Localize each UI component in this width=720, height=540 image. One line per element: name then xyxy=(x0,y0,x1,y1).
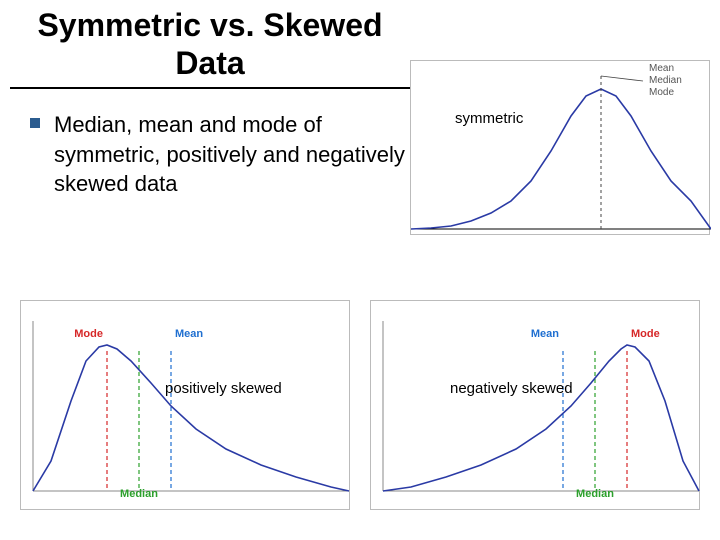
positive-skew-chart: Mode Mean Median xyxy=(20,300,350,510)
title-underline xyxy=(10,87,410,89)
title-line-1: Symmetric vs. Skewed xyxy=(37,7,382,43)
marker-label-mean: Mean xyxy=(175,328,203,340)
skew-svg: Mean Mode Median xyxy=(371,301,701,511)
bullet-body-text: Median, mean and mode of symmetric, posi… xyxy=(54,110,410,199)
bullet-item: Median, mean and mode of symmetric, posi… xyxy=(30,110,410,199)
marker-label-mode: Mode xyxy=(631,328,660,340)
negative-skew-label: negatively skewed xyxy=(450,380,573,397)
marker-label-mean: Mean xyxy=(531,328,559,340)
legend-pointer-line xyxy=(601,76,643,81)
legend-item: Mean xyxy=(649,63,674,74)
marker-label-median: Median xyxy=(120,488,158,500)
symmetric-chart: MeanMedianMode xyxy=(410,60,710,235)
legend-item: Median xyxy=(649,75,682,86)
negative-skew-chart: Mean Mode Median xyxy=(370,300,700,510)
skew-svg: Mode Mean Median xyxy=(21,301,351,511)
marker-label-mode: Mode xyxy=(74,328,103,340)
symmetric-svg: MeanMedianMode xyxy=(411,61,711,236)
bullet-marker-icon xyxy=(30,118,40,128)
distribution-curve xyxy=(383,345,699,491)
title-line-2: Data xyxy=(175,45,244,81)
symmetric-label: symmetric xyxy=(455,110,523,127)
legend-item: Mode xyxy=(649,87,674,98)
distribution-curve xyxy=(33,345,349,491)
slide-title: Symmetric vs. Skewed Data xyxy=(10,6,410,83)
positive-skew-label: positively skewed xyxy=(165,380,282,397)
slide-title-block: Symmetric vs. Skewed Data xyxy=(10,6,410,89)
marker-label-median: Median xyxy=(576,488,614,500)
